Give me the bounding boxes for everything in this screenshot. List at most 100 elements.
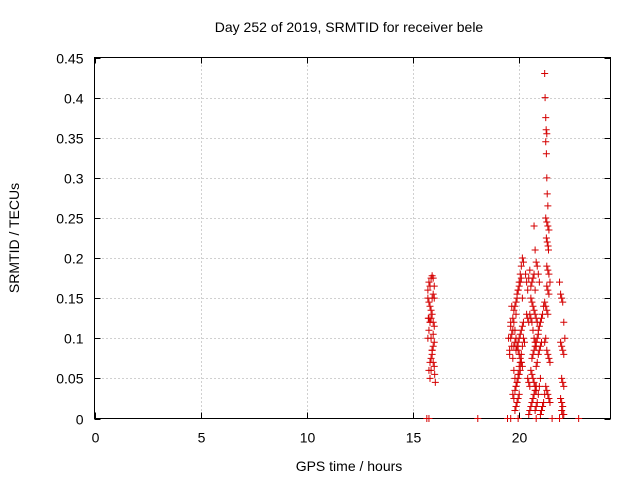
data-point (512, 346, 520, 354)
data-point (508, 330, 516, 338)
data-point (544, 286, 552, 294)
data-point (428, 310, 436, 318)
data-point (533, 358, 541, 366)
data-point (513, 378, 521, 386)
data-point (531, 406, 539, 414)
data-point (543, 190, 551, 198)
data-point (542, 138, 550, 146)
data-point (531, 246, 539, 254)
data-point (430, 362, 438, 370)
y-tick-label: 0.05 (56, 371, 83, 387)
data-point (545, 394, 553, 402)
data-point (427, 366, 435, 374)
data-point (558, 406, 566, 414)
data-point (543, 218, 551, 226)
data-point (510, 306, 518, 314)
data-point (430, 338, 438, 346)
data-point (425, 415, 433, 422)
data-point (542, 302, 550, 310)
data-point (531, 386, 539, 394)
data-point (559, 378, 567, 386)
data-point (428, 346, 436, 354)
data-point (515, 350, 523, 358)
data-point (518, 254, 526, 262)
data-point (542, 234, 550, 242)
data-point (531, 286, 539, 294)
data-point (534, 326, 542, 334)
data-point (543, 174, 551, 182)
data-point (537, 314, 545, 322)
data-point (427, 306, 435, 314)
data-point (426, 358, 434, 366)
data-point (559, 402, 567, 410)
x-axis-title: GPS time / hours (296, 458, 403, 474)
y-tick-label: 0.3 (64, 171, 84, 187)
data-point (535, 382, 543, 390)
data-point (544, 202, 552, 210)
data-point (544, 246, 552, 254)
data-point (527, 294, 535, 302)
data-point (517, 358, 525, 366)
data-point (558, 294, 566, 302)
data-point (575, 415, 583, 422)
data-point (560, 382, 568, 390)
y-tick-label: 0.15 (56, 291, 83, 307)
x-tick-label: 5 (198, 430, 206, 446)
data-point (533, 398, 541, 406)
data-point (519, 258, 527, 266)
data-point (507, 322, 515, 330)
data-point (542, 126, 550, 134)
y-tick-label: 0.4 (64, 91, 84, 107)
data-point (539, 402, 547, 410)
data-point (533, 334, 541, 342)
data-point (543, 282, 551, 290)
data-point (534, 270, 542, 278)
data-point (512, 382, 520, 390)
data-point (536, 410, 544, 418)
data-point (509, 354, 517, 362)
data-point (516, 278, 524, 286)
data-point (545, 270, 553, 278)
data-point (431, 378, 439, 386)
data-point (424, 286, 432, 294)
data-point (507, 415, 515, 422)
data-point (542, 334, 550, 342)
data-point (517, 274, 525, 282)
data-point (532, 362, 540, 370)
data-point (512, 298, 520, 306)
data-point (429, 318, 437, 326)
data-point (534, 350, 542, 358)
y-axis-title: SRMTID / TECUs (6, 183, 22, 293)
data-point (536, 342, 544, 350)
tick-label-layer: 0 5 10 15 20 0 0.05 0.1 0.15 0.2 0.25 0.3 0.35 0.4 0.4… (56, 51, 527, 446)
x-tick-label: 10 (300, 430, 316, 446)
data-point (509, 390, 517, 398)
data-point (509, 314, 517, 322)
y-tick-label: 0.2 (64, 251, 84, 267)
data-point (506, 350, 514, 358)
data-point (557, 290, 565, 298)
data-point (429, 290, 437, 298)
data-point (532, 402, 540, 410)
data-point (514, 415, 522, 422)
data-point (514, 374, 522, 382)
data-point (530, 222, 538, 230)
data-point (511, 326, 519, 334)
data-point (513, 398, 521, 406)
data-point (546, 398, 554, 406)
data-point (518, 294, 526, 302)
data-point (544, 390, 552, 398)
data-point (556, 278, 564, 286)
data-point (524, 286, 532, 294)
data-point (430, 294, 438, 302)
data-point (527, 282, 535, 290)
data-point (558, 342, 566, 350)
data-point (559, 298, 567, 306)
data-point (515, 334, 523, 342)
chart-title: Day 252 of 2019, SRMTID for receiver bel… (215, 19, 484, 35)
data-point (527, 366, 535, 374)
data-point (536, 318, 544, 326)
data-point (546, 278, 554, 286)
data-point (543, 262, 551, 270)
